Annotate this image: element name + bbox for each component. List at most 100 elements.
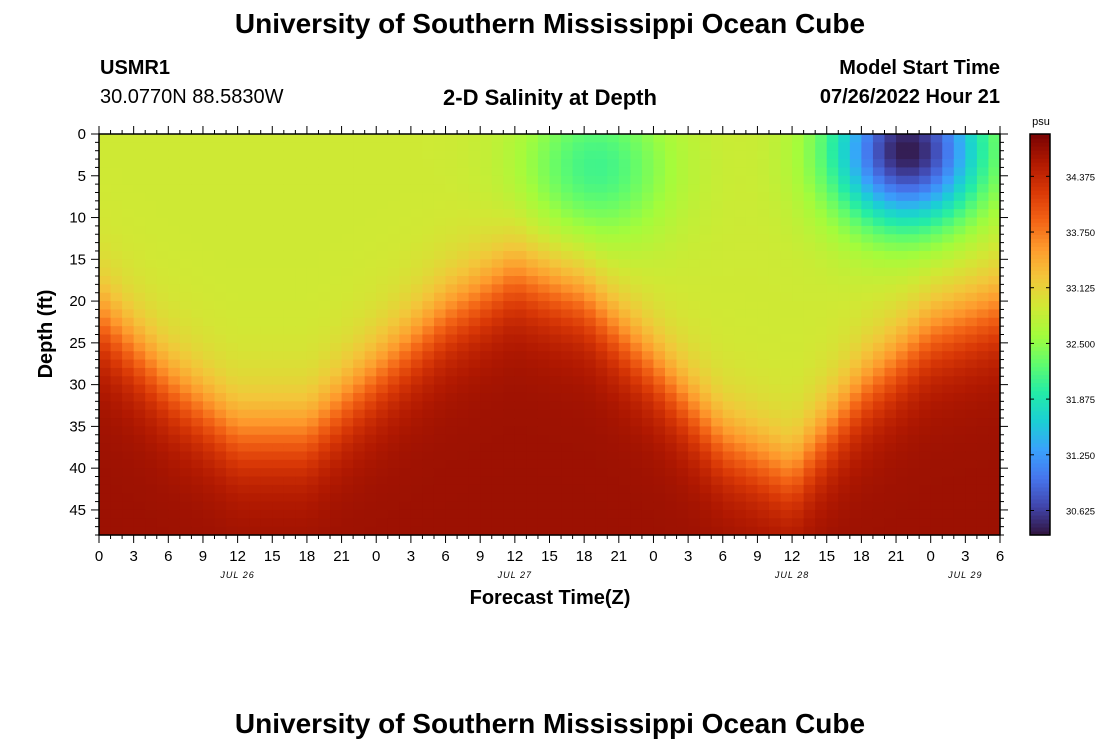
heatmap-cell xyxy=(99,309,112,319)
heatmap-cell xyxy=(341,526,354,536)
heatmap-cell xyxy=(468,484,481,494)
heatmap-cell xyxy=(976,242,990,252)
heatmap-cell xyxy=(168,134,181,143)
heatmap-cell xyxy=(214,518,227,528)
heatmap-cell xyxy=(953,142,966,152)
heatmap-cell xyxy=(665,518,678,528)
heatmap-cell xyxy=(514,501,527,511)
heatmap-cell xyxy=(237,159,250,169)
heatmap-cell xyxy=(445,501,458,511)
heatmap-cell xyxy=(653,409,666,419)
heatmap-cell xyxy=(283,167,296,177)
heatmap-cell xyxy=(584,334,597,344)
heatmap-cell xyxy=(688,476,701,486)
heatmap-cell xyxy=(202,142,216,152)
heatmap-cell xyxy=(872,167,886,177)
heatmap-cell xyxy=(99,234,112,244)
heatmap-cell xyxy=(537,434,551,444)
heatmap-cell xyxy=(595,167,608,177)
heatmap-cell xyxy=(722,409,735,419)
heatmap-cell xyxy=(838,426,851,436)
heatmap-cell xyxy=(387,192,400,202)
colorbar-segment xyxy=(1030,278,1050,283)
heatmap-cell xyxy=(734,317,747,327)
heatmap-cell xyxy=(665,476,678,486)
heatmap-cell xyxy=(179,142,193,152)
heatmap-cell xyxy=(641,392,655,402)
heatmap-cell xyxy=(884,501,897,511)
heatmap-cell xyxy=(99,426,112,436)
heatmap-cell xyxy=(907,142,920,152)
colorbar-segment xyxy=(1030,242,1050,247)
colorbar-segment xyxy=(1030,522,1050,528)
heatmap-cell xyxy=(849,392,862,402)
heatmap-cell xyxy=(237,359,250,369)
heatmap-cell xyxy=(988,501,1001,511)
heatmap-cell xyxy=(803,259,816,269)
heatmap-cell xyxy=(896,434,909,444)
heatmap-cell xyxy=(826,184,839,194)
heatmap-cell xyxy=(272,409,285,419)
heatmap-cell xyxy=(376,142,389,152)
heatmap-cell xyxy=(584,392,597,402)
heatmap-cell xyxy=(988,192,1001,202)
heatmap-cell xyxy=(399,409,412,419)
heatmap-cell xyxy=(526,509,539,519)
heatmap-cell xyxy=(699,200,712,210)
x-axis-label: Forecast Time(Z) xyxy=(470,587,631,609)
heatmap-cell xyxy=(607,167,620,177)
heatmap-cell xyxy=(792,184,805,194)
heatmap-cell xyxy=(653,234,666,244)
heatmap-cell xyxy=(780,259,793,269)
heatmap-cell xyxy=(260,209,273,219)
heatmap-cell xyxy=(537,509,551,519)
heatmap-cell xyxy=(330,134,343,143)
colorbar-segment xyxy=(1030,306,1050,312)
heatmap-cell xyxy=(849,418,862,427)
heatmap-cell xyxy=(872,376,886,386)
heatmap-cell xyxy=(433,342,447,352)
heatmap-cell xyxy=(283,200,296,210)
heatmap-cell xyxy=(630,493,643,503)
heatmap-cell xyxy=(422,443,435,453)
heatmap-cell xyxy=(549,459,562,469)
heatmap-cell xyxy=(618,326,631,336)
heatmap-cell xyxy=(826,392,839,402)
heatmap-cell xyxy=(838,526,851,536)
heatmap-cell xyxy=(364,200,377,210)
colorbar-segment xyxy=(1030,346,1050,352)
heatmap-cell xyxy=(214,342,227,352)
y-tick-label: 40 xyxy=(69,460,86,477)
heatmap-cell xyxy=(976,342,990,352)
heatmap-cell xyxy=(503,292,516,302)
heatmap-cell xyxy=(237,334,250,344)
heatmap-cell xyxy=(122,192,135,202)
heatmap-cell xyxy=(780,518,793,528)
heatmap-cell xyxy=(965,276,978,285)
heatmap-cell xyxy=(815,418,828,427)
heatmap-cell xyxy=(364,234,377,244)
heatmap-cell xyxy=(965,167,978,177)
heatmap-cell xyxy=(768,250,782,260)
heatmap-cell xyxy=(711,326,724,336)
heatmap-cell xyxy=(861,250,874,260)
heatmap-cell xyxy=(445,267,458,277)
heatmap-cell xyxy=(768,317,782,327)
heatmap-cell xyxy=(526,150,539,160)
heatmap-cell xyxy=(399,334,412,344)
heatmap-cell xyxy=(757,309,770,319)
heatmap-cell xyxy=(122,518,135,528)
heatmap-cell xyxy=(387,334,400,344)
heatmap-cell xyxy=(156,376,169,386)
heatmap-cell xyxy=(503,225,516,235)
heatmap-cell xyxy=(364,334,377,344)
heatmap-cell xyxy=(237,292,250,302)
heatmap-cell xyxy=(514,434,527,444)
heatmap-cell xyxy=(803,301,816,311)
heatmap-cell xyxy=(896,326,909,336)
heatmap-cell xyxy=(965,209,978,219)
heatmap-cell xyxy=(156,209,169,219)
heatmap-cell xyxy=(295,234,308,244)
heatmap-cell xyxy=(306,484,320,494)
heatmap-cell xyxy=(872,217,886,227)
